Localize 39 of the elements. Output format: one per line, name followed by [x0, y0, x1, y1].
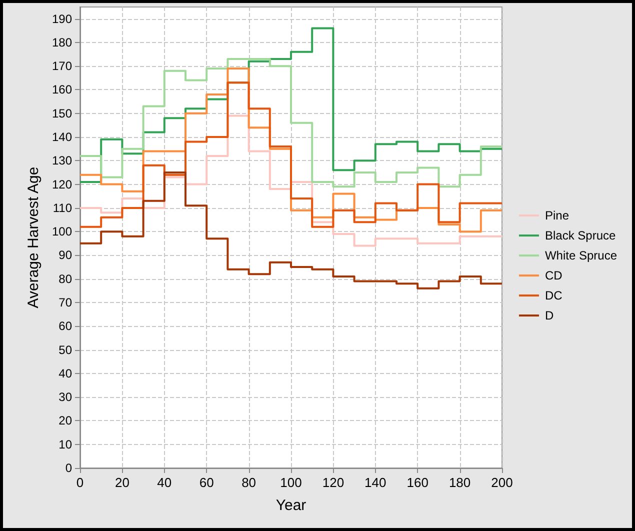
- x-tick-label: 20: [114, 475, 130, 490]
- x-tick-label: 160: [406, 475, 428, 490]
- legend-label: D: [544, 308, 554, 322]
- x-axis-title: Year: [276, 497, 306, 514]
- y-tick-label: 110: [52, 200, 72, 215]
- x-tick-label: 0: [76, 475, 84, 490]
- y-tick-label: 50: [58, 342, 72, 357]
- y-tick-label: 150: [52, 106, 72, 120]
- x-tick-label: 80: [242, 475, 256, 490]
- y-tick-label: 60: [58, 319, 72, 334]
- x-tick-label: 140: [364, 475, 386, 490]
- y-tick-label: 180: [52, 35, 72, 50]
- legend-label: Pine: [544, 208, 570, 222]
- y-tick-label: 190: [52, 12, 72, 26]
- y-tick-label: 100: [52, 224, 72, 239]
- x-tick-label: 200: [491, 475, 513, 490]
- y-tick-label: 120: [52, 177, 72, 192]
- y-tick-label: 0: [65, 461, 72, 475]
- y-tick-label: 140: [52, 130, 72, 144]
- y-tick-label: 30: [58, 390, 72, 404]
- y-tick-label: 20: [58, 414, 72, 428]
- legend-label: White Spruce: [544, 248, 618, 262]
- legend-label: CD: [544, 268, 563, 282]
- x-tick-label: 120: [322, 475, 344, 490]
- y-tick-label: 80: [58, 272, 72, 286]
- y-tick-label: 70: [58, 296, 72, 310]
- y-tick-label: 170: [52, 59, 72, 74]
- y-tick-label: 90: [58, 248, 72, 262]
- y-tick-label: 10: [58, 437, 72, 452]
- y-tick-label: 40: [58, 366, 72, 380]
- legend-label: Black Spruce: [544, 228, 616, 242]
- legend-label: DC: [544, 288, 563, 302]
- x-tick-label: 60: [199, 475, 214, 490]
- y-tick-label: 130: [52, 154, 72, 168]
- x-tick-label: 180: [448, 475, 471, 490]
- x-tick-label: 40: [157, 475, 172, 490]
- y-tick-label: 160: [52, 82, 72, 97]
- x-tick-label: 100: [280, 475, 302, 490]
- y-axis-title: Average Harvest Age: [25, 166, 42, 308]
